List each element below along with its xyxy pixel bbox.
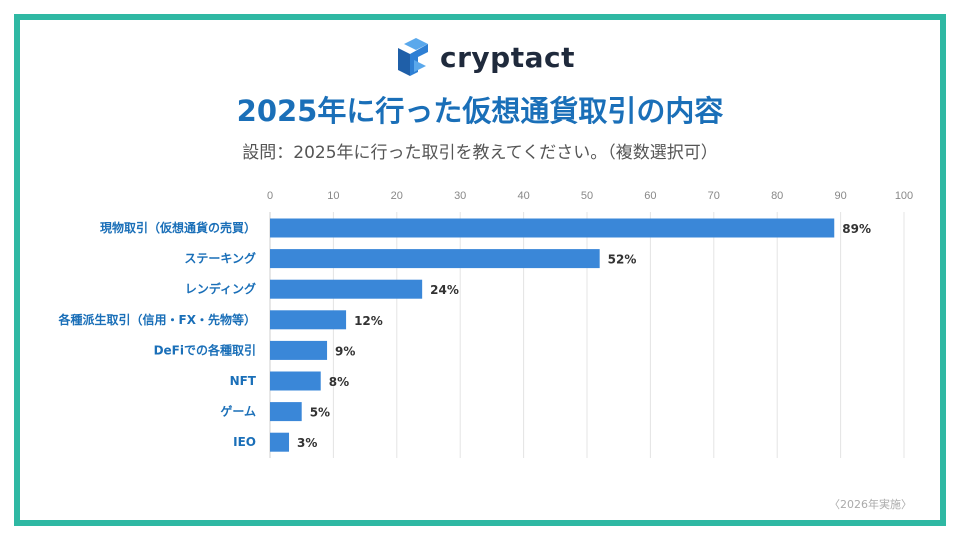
x-tick-label: 40	[517, 190, 529, 202]
x-tick-label: 10	[327, 190, 339, 202]
page-title: 2025年に行った仮想通貨取引の内容	[236, 94, 724, 128]
bar	[270, 371, 321, 391]
frame-border	[14, 14, 946, 526]
bar	[270, 310, 347, 330]
category-label: ゲーム	[220, 404, 256, 419]
category-label: 現物取引（仮想通貨の売買）	[100, 220, 256, 235]
data-label: 5%	[310, 406, 330, 420]
data-label: 9%	[335, 344, 355, 358]
bar	[270, 218, 835, 238]
data-label: 52%	[608, 253, 637, 267]
category-label: レンディング	[185, 281, 256, 296]
data-label: 24%	[430, 283, 459, 297]
logo-text: cryptact	[440, 40, 575, 74]
x-tick-label: 30	[454, 190, 466, 202]
x-tick-label: 20	[391, 190, 403, 202]
x-tick-label: 90	[834, 190, 846, 202]
logo: cryptact	[396, 38, 575, 76]
x-tick-label: 70	[708, 190, 720, 202]
x-tick-label: 100	[895, 190, 913, 202]
category-label: NFT	[230, 374, 257, 388]
bar	[270, 340, 328, 360]
x-tick-label: 50	[581, 190, 593, 202]
category-label: DeFiでの各種取引	[154, 342, 256, 357]
data-label: 12%	[354, 314, 383, 328]
page-subtitle: 設問：2025年に行った取引を教えてください。（複数選択可）	[242, 143, 718, 163]
bar	[270, 402, 302, 422]
x-tick-label: 60	[644, 190, 656, 202]
category-label: ステーキング	[184, 251, 256, 266]
footnote: 〈2026年実施〉	[829, 498, 912, 511]
data-label: 8%	[329, 375, 349, 389]
x-tick-label: 80	[771, 190, 783, 202]
data-label: 89%	[842, 222, 871, 236]
bar	[270, 432, 290, 452]
category-label: 各種派生取引（信用・FX・先物等）	[58, 312, 256, 327]
bar	[270, 249, 600, 269]
bar	[270, 279, 423, 299]
data-label: 3%	[297, 436, 317, 450]
category-label: IEO	[233, 435, 256, 449]
x-tick-label: 0	[267, 190, 273, 202]
cryptact-cube-icon	[398, 38, 428, 76]
